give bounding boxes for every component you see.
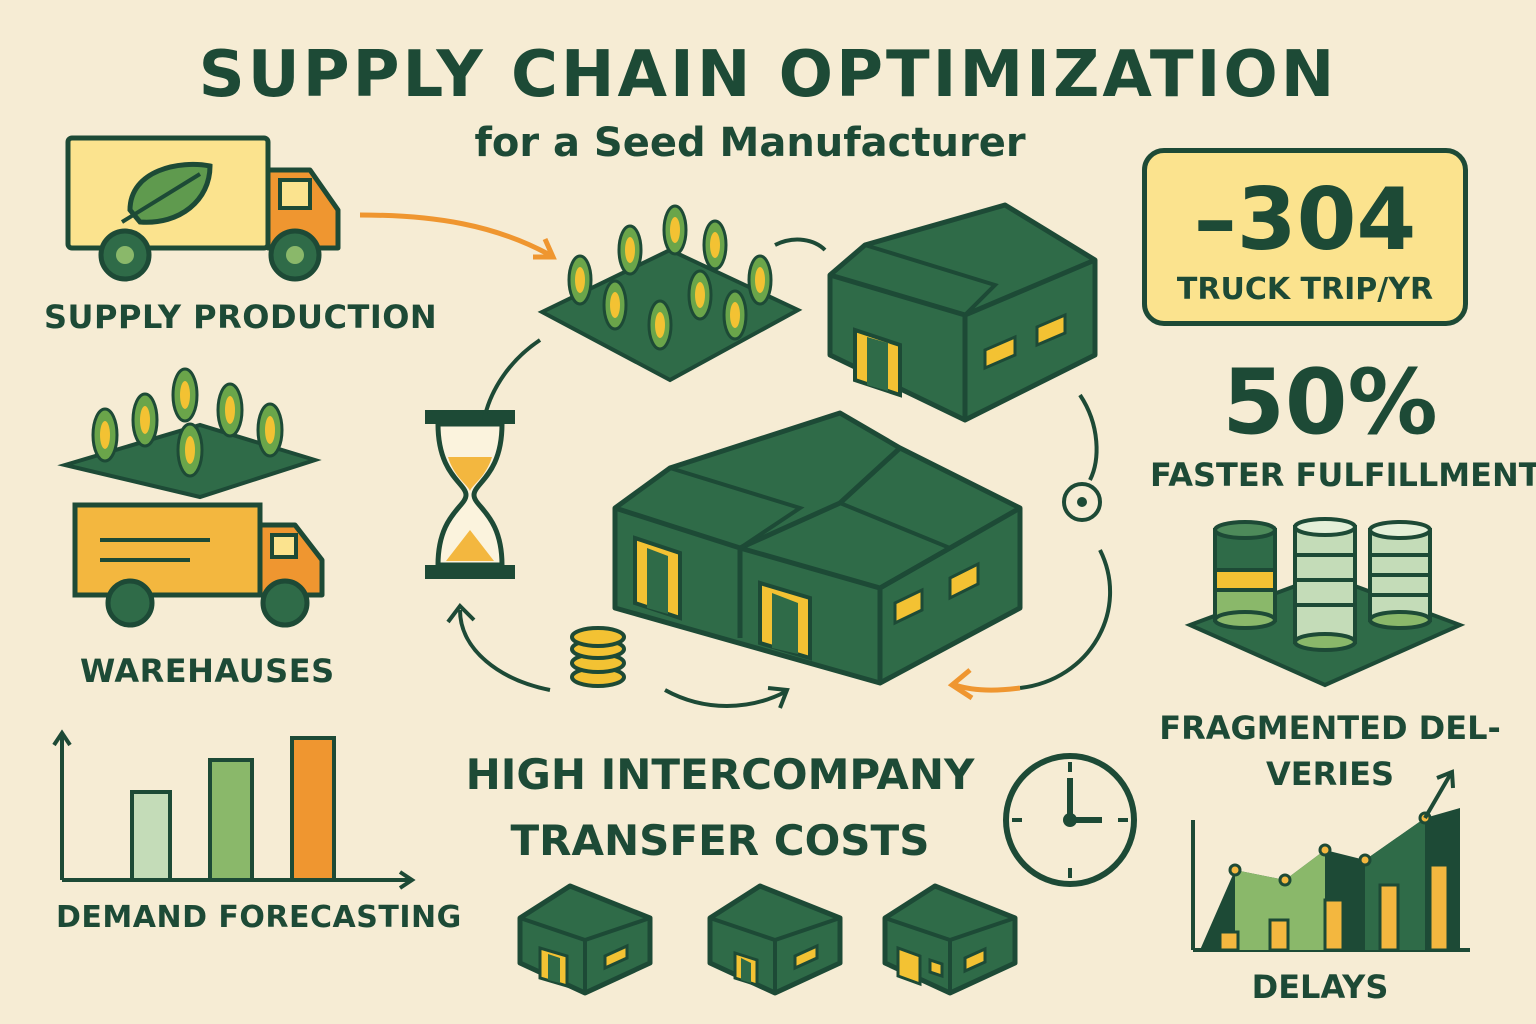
demand-forecasting-label: DEMAND FORECASTING	[56, 900, 462, 935]
small-warehouse-icon	[707, 883, 843, 996]
transfer-costs-label: HIGH INTERCOMPANY TRANSFER COSTS	[465, 750, 975, 865]
clock-icon	[1003, 753, 1137, 887]
warehauses-label: WAREHAUSES	[80, 652, 335, 690]
page-subtitle: for a Seed Manufacturer	[474, 120, 1026, 166]
fragmented-deliveries-label: FRAGMENTED DEL- VERIES	[1159, 709, 1501, 793]
supply-production-label: SUPPLY PRODUCTION	[44, 298, 438, 336]
double-warehouse-icon	[612, 410, 1023, 686]
small-warehouse-icon	[517, 883, 653, 996]
delays-label: DELAYS	[1251, 968, 1389, 1006]
stat-card	[1142, 148, 1468, 326]
cycle-arrows-icon	[446, 237, 1112, 709]
truck-trip-stat-value: –304	[1193, 170, 1417, 270]
warehouse-icon	[827, 202, 1098, 423]
page-title: SUPPLY CHAIN OPTIMIZATION	[198, 38, 1338, 112]
database-stacks-icon	[1184, 517, 1466, 688]
cornfield-icon	[537, 204, 803, 383]
truck-leaf-icon	[65, 135, 341, 282]
hourglass-icon	[425, 410, 515, 579]
fulfillment-stat-label: FASTER FULFILLMENT	[1150, 456, 1536, 494]
bar-chart-icon	[52, 729, 416, 890]
coins-icon	[570, 626, 626, 688]
truck-trip-stat-label: TRUCK TRIP/YR	[1176, 272, 1434, 307]
flow-arrow-icon	[359, 212, 557, 260]
rising-chart-icon	[1191, 769, 1470, 952]
small-warehouse-icon	[882, 883, 1018, 996]
fulfillment-stat-value: 50%	[1222, 350, 1438, 455]
corn-truck-icon	[57, 367, 325, 628]
